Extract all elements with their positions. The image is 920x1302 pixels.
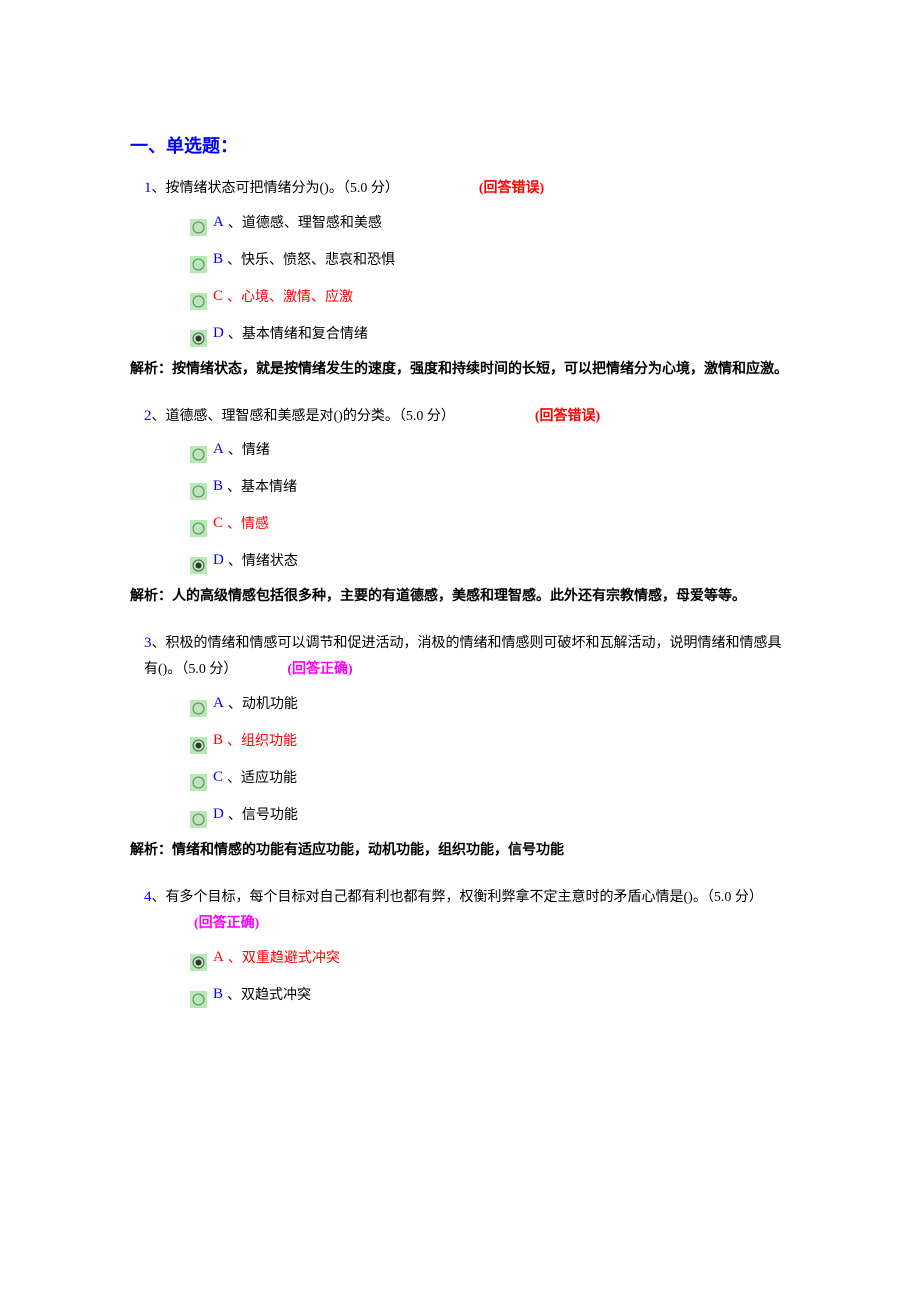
radio-unselected-icon[interactable] xyxy=(190,256,207,273)
questions-list: 1、按情绪状态可把情绪分为()。（5.0 分）(回答错误)A、道德感、理智感和美… xyxy=(130,174,790,1007)
option-letter: B xyxy=(213,727,223,754)
option-row[interactable]: A、情绪 xyxy=(190,436,790,463)
option-row[interactable]: B、双趋式冲突 xyxy=(190,981,790,1008)
option-text: 、基本情绪 xyxy=(227,475,297,500)
option-row[interactable]: C、适应功能 xyxy=(190,764,790,791)
radio-selected-icon[interactable] xyxy=(190,330,207,347)
question-block: 2、道德感、理智感和美感是对()的分类。（5.0 分）(回答错误)A、情绪B、基… xyxy=(130,402,790,611)
explanation-text: 解析：情绪和情感的功能有适应功能，动机功能，组织功能，信号功能 xyxy=(130,838,790,865)
answer-feedback: (回答错误) xyxy=(535,409,600,424)
option-row[interactable]: B、组织功能 xyxy=(190,727,790,754)
option-letter: A xyxy=(213,209,224,236)
option-row[interactable]: A、道德感、理智感和美感 xyxy=(190,209,790,236)
radio-unselected-icon[interactable] xyxy=(190,700,207,717)
question-text: 、按情绪状态可把情绪分为()。（5.0 分） xyxy=(152,181,399,196)
option-text: 、情绪 xyxy=(228,438,270,463)
option-row[interactable]: D、情绪状态 xyxy=(190,547,790,574)
option-row[interactable]: B、基本情绪 xyxy=(190,473,790,500)
answer-feedback: (回答正确) xyxy=(194,916,259,931)
question-stem: 4、有多个目标，每个目标对自己都有利也都有弊，权衡利弊拿不定主意时的矛盾心情是(… xyxy=(144,883,790,938)
option-row[interactable]: D、信号功能 xyxy=(190,801,790,828)
option-text: 、信号功能 xyxy=(228,803,298,828)
radio-selected-icon[interactable] xyxy=(190,737,207,754)
option-text: 、组织功能 xyxy=(227,729,297,754)
radio-unselected-icon[interactable] xyxy=(190,219,207,236)
option-text: 、情感 xyxy=(227,512,269,537)
option-letter: B xyxy=(213,473,223,500)
radio-unselected-icon[interactable] xyxy=(190,446,207,463)
radio-unselected-icon[interactable] xyxy=(190,774,207,791)
option-letter: D xyxy=(213,547,224,574)
option-text: 、心境、激情、应激 xyxy=(227,285,353,310)
option-text: 、双趋式冲突 xyxy=(227,983,311,1008)
option-row[interactable]: D、基本情绪和复合情绪 xyxy=(190,320,790,347)
radio-selected-icon[interactable] xyxy=(190,557,207,574)
radio-unselected-icon[interactable] xyxy=(190,520,207,537)
question-stem: 2、道德感、理智感和美感是对()的分类。（5.0 分） (回答错误) xyxy=(144,402,790,431)
explanation-text: 解析：人的高级情感包括很多种，主要的有道德感，美感和理智感。此外还有宗教情感，母… xyxy=(130,584,790,611)
question-block: 1、按情绪状态可把情绪分为()。（5.0 分） (回答错误) A、道德感、理智感和美… xyxy=(130,174,790,383)
option-letter: D xyxy=(213,801,224,828)
option-letter: C xyxy=(213,510,223,537)
option-row[interactable]: C、情感 xyxy=(190,510,790,537)
option-letter: A xyxy=(213,944,224,971)
question-text: 、有多个目标，每个目标对自己都有利也都有弊，权衡利弊拿不定主意时的矛盾心情是()… xyxy=(152,890,763,905)
option-letter: C xyxy=(213,764,223,791)
option-letter: C xyxy=(213,283,223,310)
section-title: 一、单选题： xyxy=(130,130,790,162)
option-letter: A xyxy=(213,436,224,463)
question-text: 、积极的情绪和情感可以调节和促进活动，消极的情绪和情感则可破坏和瓦解活动，说明情… xyxy=(144,636,782,678)
radio-selected-icon[interactable] xyxy=(190,954,207,971)
option-text: 、适应功能 xyxy=(227,766,297,791)
answer-feedback: (回答正确) xyxy=(287,662,352,677)
option-text: 、道德感、理智感和美感 xyxy=(228,211,382,236)
question-number: 1 xyxy=(144,180,152,196)
question-number: 4 xyxy=(144,889,152,905)
option-letter: B xyxy=(213,981,223,1008)
option-text: 、双重趋避式冲突 xyxy=(228,946,340,971)
question-number: 3 xyxy=(144,635,152,651)
option-text: 、情绪状态 xyxy=(228,549,298,574)
option-letter: D xyxy=(213,320,224,347)
question-stem: 1、按情绪状态可把情绪分为()。（5.0 分） (回答错误) xyxy=(144,174,790,203)
radio-unselected-icon[interactable] xyxy=(190,811,207,828)
option-row[interactable]: B、快乐、愤怒、悲哀和恐惧 xyxy=(190,246,790,273)
option-text: 、基本情绪和复合情绪 xyxy=(228,322,368,347)
question-block: 3、积极的情绪和情感可以调节和促进活动，消极的情绪和情感则可破坏和瓦解活动，说明… xyxy=(130,629,790,865)
radio-unselected-icon[interactable] xyxy=(190,991,207,1008)
option-row[interactable]: A、双重趋避式冲突 xyxy=(190,944,790,971)
page-container: 一、单选题： 1、按情绪状态可把情绪分为()。（5.0 分）(回答错误)A、道德… xyxy=(0,0,920,1058)
option-row[interactable]: A、动机功能 xyxy=(190,690,790,717)
explanation-text: 解析：按情绪状态，就是按情绪发生的速度，强度和持续时间的长短，可以把情绪分为心境… xyxy=(130,357,790,384)
option-letter: A xyxy=(213,690,224,717)
question-block: 4、有多个目标，每个目标对自己都有利也都有弊，权衡利弊拿不定主意时的矛盾心情是(… xyxy=(130,883,790,1008)
option-row[interactable]: C、心境、激情、应激 xyxy=(190,283,790,310)
option-text: 、快乐、愤怒、悲哀和恐惧 xyxy=(227,248,395,273)
radio-unselected-icon[interactable] xyxy=(190,293,207,310)
option-text: 、动机功能 xyxy=(228,692,298,717)
question-stem: 3、积极的情绪和情感可以调节和促进活动，消极的情绪和情感则可破坏和瓦解活动，说明… xyxy=(144,629,790,684)
radio-unselected-icon[interactable] xyxy=(190,483,207,500)
option-letter: B xyxy=(213,246,223,273)
question-number: 2 xyxy=(144,408,152,424)
answer-feedback: (回答错误) xyxy=(479,181,544,196)
question-text: 、道德感、理智感和美感是对()的分类。（5.0 分） xyxy=(152,409,455,424)
